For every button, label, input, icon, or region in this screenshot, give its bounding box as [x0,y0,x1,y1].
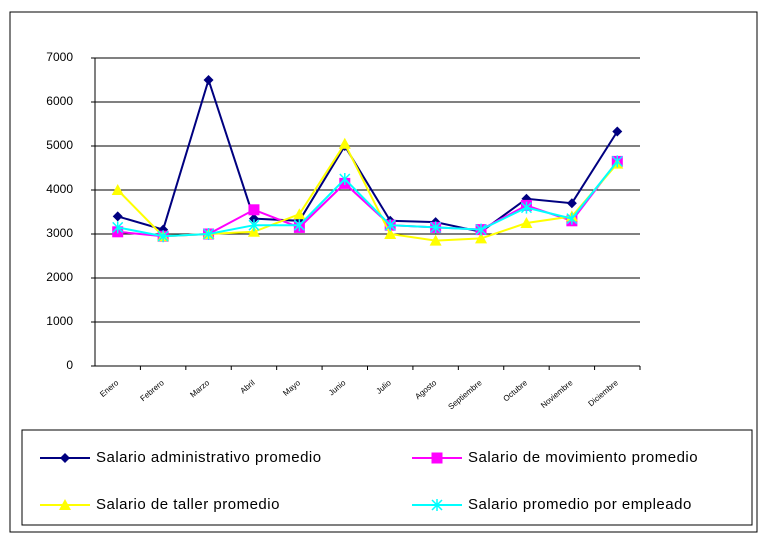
y-tick-label: 3000 [46,226,73,240]
marker [475,232,488,244]
legend-marker [60,453,70,463]
marker [611,155,623,168]
marker [112,221,124,234]
marker [566,212,578,225]
legend-marker [431,499,443,511]
y-tick-label: 7000 [46,50,73,64]
marker [384,228,397,239]
marker [293,208,306,220]
series-line [117,160,619,238]
marker [430,221,442,234]
marker [111,184,124,195]
series-line [117,76,619,233]
legend-label: Salario promedio por empleado [468,496,692,513]
y-tick-label: 6000 [46,94,73,108]
marker [112,211,123,222]
y-tick-label: 0 [66,358,73,372]
marker [339,173,351,185]
legend-label: Salario de movimiento promedio [468,449,698,466]
marker [384,219,396,232]
legend-marker [59,499,71,510]
marker [520,201,532,214]
marker [475,223,487,236]
marker [566,198,577,209]
legend-label: Salario de taller promedio [96,496,280,513]
marker [429,234,442,246]
legend-marker [431,452,443,464]
marker [338,137,351,149]
marker [203,228,215,240]
marker [248,204,260,216]
y-tick-label: 2000 [46,270,73,284]
y-tick-label: 4000 [46,182,73,196]
legend-box [21,429,753,526]
legend-label: Salario administrativo promedio [96,449,322,466]
marker [247,225,260,237]
marker [203,75,214,85]
marker [612,126,623,137]
marker [248,213,259,224]
marker [520,217,533,228]
y-tick-label: 1000 [46,314,73,328]
y-tick-label: 5000 [46,138,73,152]
marker [293,219,305,232]
marker [157,230,169,243]
series [112,155,623,243]
marker [248,219,260,232]
